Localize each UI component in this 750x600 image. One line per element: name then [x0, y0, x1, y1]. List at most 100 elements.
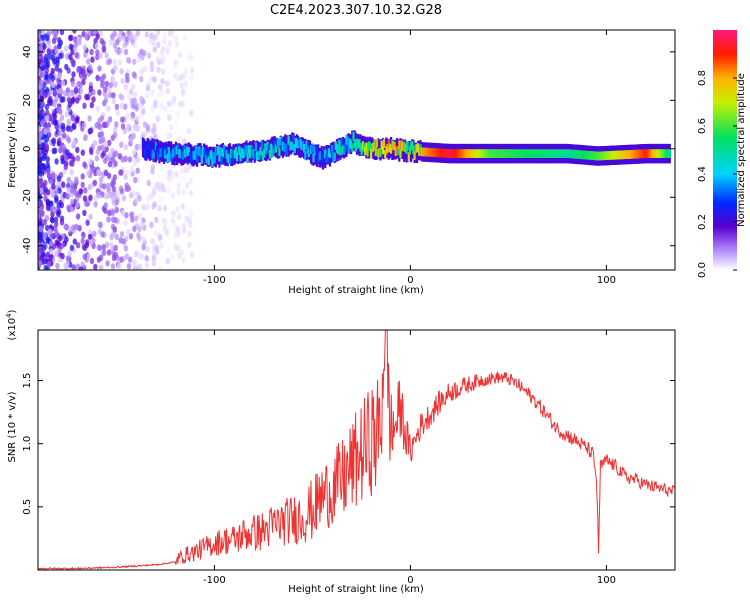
band-core-cell [410, 142, 413, 151]
band-core-cell [284, 143, 287, 153]
band-core-cell [624, 150, 627, 159]
band-core-cell [488, 149, 491, 158]
noise-cell [149, 75, 154, 82]
band-core-cell [578, 150, 581, 159]
band-core-cell [214, 147, 217, 157]
noise-cell [176, 213, 182, 220]
band-core-cell [430, 148, 433, 157]
noise-cell [105, 260, 110, 267]
noise-cell [59, 114, 65, 121]
band-core-cell [383, 139, 386, 148]
band-core-cell [552, 149, 555, 158]
noise-cell [101, 46, 107, 54]
band-core-cell [264, 143, 267, 153]
band-core-cell [192, 150, 195, 160]
band-core-cell [401, 142, 404, 152]
noise-cell [188, 189, 194, 197]
noise-cell [92, 230, 97, 237]
noise-cell [106, 192, 111, 200]
noise-cell [63, 90, 68, 97]
band-core-cell [648, 149, 651, 158]
band-core-cell [419, 144, 422, 154]
band-core-cell [649, 149, 653, 158]
noise-cell [187, 230, 192, 238]
band-core-cell [304, 151, 307, 160]
noise-cell [123, 219, 128, 226]
band-core-cell [188, 152, 192, 161]
noise-cell [128, 32, 133, 39]
noise-cell [149, 221, 154, 229]
noise-cell [162, 224, 168, 231]
band-core-cell [591, 151, 594, 160]
band-core-cell [653, 149, 656, 158]
noise-cell [189, 74, 194, 82]
noise-cell [107, 161, 113, 168]
noise-cell [160, 58, 165, 65]
band-core-cell [233, 149, 236, 159]
noise-cell [141, 204, 146, 211]
noise-cell [38, 231, 41, 238]
noise-cell [153, 99, 158, 106]
noise-cell [110, 134, 116, 141]
y-tick-label: 40 [22, 45, 33, 58]
noise-cell [152, 122, 157, 130]
noise-cell [38, 200, 41, 207]
noise-cell [158, 242, 164, 250]
band-core-cell [546, 149, 549, 158]
band-core-cell [558, 149, 561, 158]
noise-cell [50, 191, 55, 199]
band-core-cell [575, 150, 578, 159]
noise-cell [139, 221, 145, 228]
noise-cell [49, 216, 55, 223]
noise-cell [50, 211, 55, 218]
noise-cell [49, 205, 55, 212]
noise-cell [78, 81, 83, 89]
noise-cell [133, 42, 138, 49]
noise-cell [56, 106, 62, 113]
band-core-cell [153, 143, 156, 153]
noise-cell [153, 229, 158, 236]
noise-cell [61, 125, 66, 133]
band-core-cell [225, 150, 228, 159]
band-core-cell [474, 149, 477, 158]
noise-cell [94, 155, 100, 162]
noise-cell [90, 56, 95, 63]
y-tick-label: 1.0 [22, 436, 33, 452]
band-core-cell [639, 149, 642, 159]
band-core-cell [337, 145, 340, 155]
noise-cell [187, 241, 192, 249]
band-core-cell [577, 150, 580, 159]
noise-cell [116, 49, 121, 56]
band-core-cell [248, 149, 252, 159]
noise-cell [111, 156, 116, 164]
noise-cell [38, 251, 41, 258]
noise-cell [88, 146, 94, 154]
band-envelope-cell [151, 138, 154, 158]
band-core-cell [490, 149, 493, 158]
noise-cell [128, 256, 133, 263]
band-core-cell [150, 148, 153, 158]
noise-cell [51, 137, 56, 145]
band-core-cell [365, 142, 368, 152]
noise-cell [100, 152, 105, 159]
band-core-cell [371, 143, 374, 153]
noise-cell [159, 196, 164, 203]
band-core-cell [660, 149, 663, 158]
band-core-cell [567, 149, 570, 158]
band-core-cell [190, 155, 193, 165]
noise-cell [56, 140, 62, 147]
band-envelope-cell [298, 137, 301, 158]
band-envelope-cell [277, 139, 280, 159]
noise-cell [103, 93, 109, 100]
band-core-cell [532, 149, 535, 158]
noise-cell [51, 112, 57, 119]
noise-cell [112, 226, 118, 233]
noise-cell [82, 195, 88, 202]
noise-cell [110, 209, 116, 216]
band-core-cell [181, 151, 185, 160]
band-core-cell [333, 152, 336, 162]
band-core-cell [165, 146, 168, 156]
noise-cell [125, 229, 131, 236]
band-core-cell [275, 137, 279, 147]
noise-cell [40, 142, 45, 149]
